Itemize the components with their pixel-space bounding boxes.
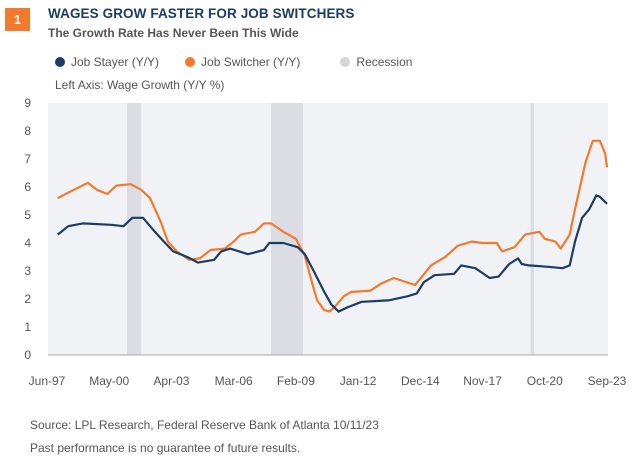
legend-label: Recession: [356, 55, 413, 69]
source-note: Source: LPL Research, Federal Reserve Ba…: [30, 418, 379, 432]
series-line-switcher: [57, 139, 609, 313]
x-tick-label: Apr-03: [153, 374, 189, 388]
y-tick-label: 1: [24, 320, 31, 334]
legend-label: Job Stayer (Y/Y): [71, 55, 160, 69]
y-tick-label: 4: [24, 236, 31, 250]
stayer-dot-icon: [55, 57, 65, 67]
x-tick-label: Sep-23: [588, 374, 627, 388]
y-tick-label: 0: [24, 348, 31, 362]
x-tick-label: Nov-17: [463, 374, 502, 388]
chart-title: WAGES GROW FASTER FOR JOB SWITCHERS: [48, 6, 355, 21]
switcher-dot-icon: [185, 57, 196, 67]
plot-area: [48, 103, 608, 355]
x-tick-label: May-00: [89, 374, 129, 388]
recession-band: [127, 103, 142, 355]
legend-item-recession: Recession: [340, 55, 412, 69]
y-tick-label: 3: [24, 264, 31, 278]
chart-subtitle: The Growth Rate Has Never Been This Wide: [48, 26, 299, 40]
legend-item-switcher: Job Switcher (Y/Y): [185, 55, 300, 69]
figure-number-badge: 1: [5, 8, 30, 31]
recession-band: [271, 103, 303, 355]
recession-dot-icon: [340, 57, 351, 67]
legend-item-stayer: Job Stayer (Y/Y): [55, 55, 159, 69]
line-chart: 0 1 2 3 4 5 6 7 8 9 Jun-97 May-00 Apr-03 Mar-06 Feb-09…: [24, 96, 627, 388]
x-tick-label: Jan-12: [340, 374, 377, 388]
y-tick-label: 2: [24, 292, 31, 306]
legend: Job Stayer (Y/Y) Job Switcher (Y/Y) Rece…: [55, 55, 438, 69]
y-tick-label: 6: [24, 180, 31, 194]
series-line-stayer: [57, 194, 608, 313]
disclaimer: Past performance is no guarantee of futu…: [30, 441, 301, 455]
y-tick-label: 9: [24, 96, 31, 110]
y-tick-label: 5: [24, 208, 31, 222]
x-tick-label: Oct-20: [527, 374, 563, 388]
x-tick-label: Jun-97: [29, 374, 66, 388]
x-tick-label: Dec-14: [401, 374, 440, 388]
x-tick-label: Mar-06: [215, 374, 253, 388]
y-tick-label: 8: [24, 124, 31, 138]
y-tick-label: 7: [24, 152, 31, 166]
legend-label: Job Switcher (Y/Y): [201, 55, 301, 69]
y-axis-label: Left Axis: Wage Growth (Y/Y %): [55, 78, 225, 92]
recession-band: [530, 103, 535, 355]
x-tick-label: Feb-09: [277, 374, 315, 388]
